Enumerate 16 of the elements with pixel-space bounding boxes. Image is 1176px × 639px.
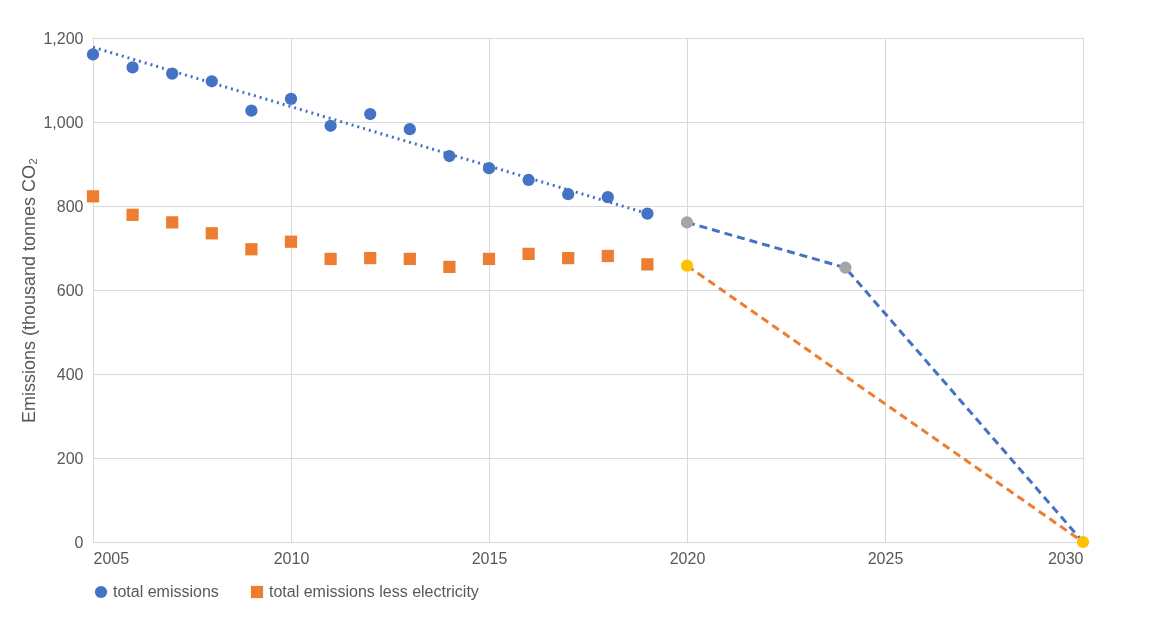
y-tick-label: 0	[74, 533, 84, 551]
x-tick-label: 2010	[273, 549, 310, 567]
x-tick-label: 2025	[867, 549, 904, 567]
y-tick-label: 800	[56, 197, 84, 215]
x-tick-label: 2015	[471, 549, 508, 567]
x-tick-label: 2020	[669, 549, 706, 567]
legend-label: total emissions	[113, 583, 219, 600]
y-tick-label: 400	[56, 365, 84, 383]
x-tick-label: 2030	[1047, 549, 1084, 567]
y-axis-title: Emissions (thousand tonnes CO₂	[19, 157, 40, 424]
y-tick-label: 600	[56, 281, 84, 299]
y-tick-label: 1,200	[43, 29, 84, 47]
y-tick-label: 1,000	[43, 113, 84, 131]
x-tick-label: 2005	[93, 549, 130, 567]
legend-label: total emissions less electricity	[269, 583, 479, 600]
y-tick-label: 200	[56, 449, 84, 467]
